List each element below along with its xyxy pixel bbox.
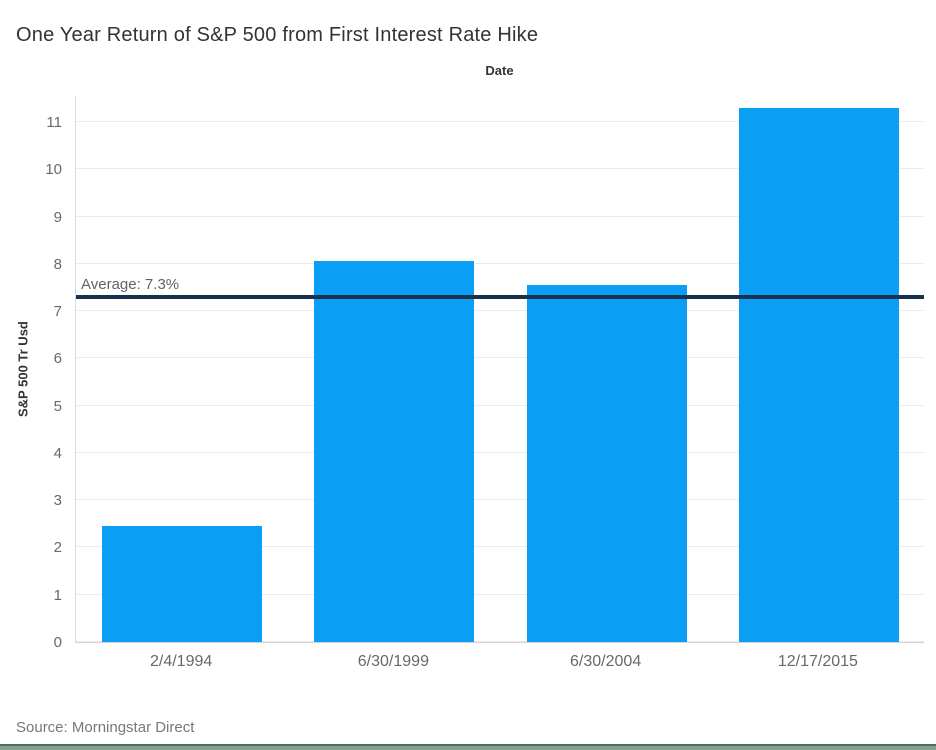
bottom-border-shadow	[0, 746, 936, 750]
x-tick-label-6-30-1999: 6/30/1999	[357, 653, 429, 670]
gridline-y-0	[76, 641, 924, 642]
gridline-y-7	[76, 310, 924, 312]
gridline-y-6	[76, 357, 924, 359]
gridline-y-1	[76, 593, 924, 595]
y-tick-label-9: 9	[53, 208, 62, 226]
bar-2-4-1994[interactable]	[102, 526, 263, 642]
y-tick-label-5: 5	[53, 397, 62, 415]
y-tick-label-2: 2	[53, 539, 62, 557]
y-tick-label-3: 3	[53, 492, 62, 510]
bottom-border-line	[0, 744, 936, 746]
x-axis-title: Date	[485, 63, 514, 78]
gridline-y-4	[76, 451, 924, 453]
y-tick-label-4: 4	[53, 444, 62, 462]
y-tick-label-1: 1	[53, 586, 62, 604]
y-tick-label-0: 0	[53, 634, 62, 651]
chart-title: One Year Return of S&P 500 from First In…	[16, 24, 539, 46]
gridline-y-5	[76, 404, 924, 406]
gridline-y-3	[76, 499, 924, 501]
average-reference-line	[76, 294, 924, 299]
gridline-y-8	[76, 262, 924, 264]
gridline-y-9	[76, 215, 924, 217]
y-tick-label-11: 11	[46, 113, 62, 131]
source-caption: Source: Morningstar Direct	[16, 719, 195, 736]
bar-12-17-2015[interactable]	[738, 107, 899, 642]
y-tick-label-10: 10	[45, 161, 62, 179]
x-tick-label-2-4-1994: 2/4/1994	[149, 653, 213, 670]
gridline-y-2	[76, 546, 924, 548]
gridline-y-10	[76, 168, 924, 170]
x-tick-label-6-30-2004: 6/30/2004	[570, 653, 642, 670]
bar-6-30-1999[interactable]	[314, 261, 475, 642]
plot-area: Average: 7.3%	[75, 96, 924, 643]
average-line-label: Average: 7.3%	[81, 275, 180, 293]
y-tick-label-8: 8	[53, 255, 62, 273]
x-tick-label-12-17-2015: 12/17/2015	[777, 653, 858, 670]
y-tick-label-7: 7	[53, 303, 62, 321]
y-tick-label-6: 6	[53, 350, 62, 368]
bar-6-30-2004[interactable]	[526, 285, 687, 642]
gridline-y-11	[76, 120, 924, 122]
